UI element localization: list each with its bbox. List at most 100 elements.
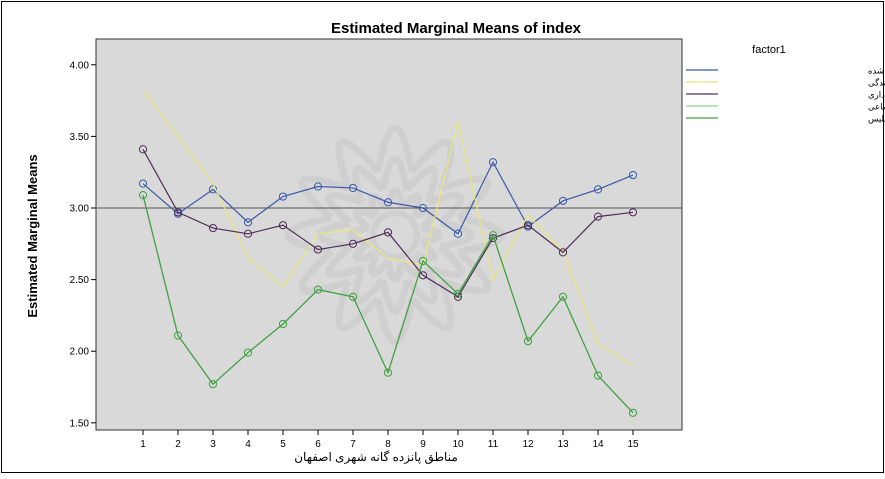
watermark-petal — [335, 280, 381, 332]
watermark-center — [370, 210, 420, 260]
legend-label: اعتماد به تصمیمات شورا و شهرداری — [868, 90, 885, 101]
watermark-petal — [374, 298, 416, 346]
y-tick-label: 4.00 — [70, 60, 90, 71]
y-tick-label: 3.00 — [70, 204, 90, 215]
series-1-point — [383, 198, 393, 207]
series-5-point — [348, 292, 358, 301]
series-3-point — [418, 271, 428, 280]
series-line-5 — [142, 194, 634, 414]
watermark-petal — [404, 165, 439, 204]
watermark-petal — [426, 244, 465, 279]
watermark-petal — [379, 155, 411, 191]
x-tick-label: 2 — [175, 439, 181, 450]
series-5-point — [523, 337, 533, 346]
series-3-point — [138, 145, 148, 154]
watermark-petal — [379, 279, 411, 315]
watermark-petal — [352, 208, 377, 231]
watermark-petal — [439, 219, 475, 251]
watermark-petal — [399, 192, 422, 217]
series-5-point — [383, 368, 393, 377]
series-3-point — [383, 228, 393, 237]
watermark-petal — [351, 266, 386, 305]
series-1-point — [558, 196, 568, 205]
watermark-petal — [384, 186, 406, 210]
series-3-point — [208, 223, 218, 233]
x-tick-label: 10 — [452, 439, 464, 450]
watermark-petal — [440, 249, 492, 295]
x-tick-label: 1 — [140, 439, 146, 450]
y-tick-label: 2.50 — [70, 275, 90, 286]
series-1-point — [243, 218, 253, 227]
series-1-point — [313, 182, 323, 191]
y-axis: 1.50 2.00 2.50 3.00 3.50 4.00 — [70, 60, 96, 429]
watermark-petal — [409, 138, 455, 190]
series-1-point — [488, 158, 498, 167]
series-5-point — [208, 380, 218, 389]
series-5-point — [488, 231, 498, 240]
series-5-point — [278, 319, 288, 329]
series-3-point — [313, 245, 323, 254]
chart-title: Estimated Marginal Means of index — [331, 20, 582, 37]
x-tick-label: 15 — [627, 439, 639, 450]
series-1-point — [628, 170, 638, 180]
series-5-point — [593, 371, 603, 380]
y-tick-label: 3.50 — [70, 132, 90, 143]
watermark-petal — [325, 244, 364, 279]
series-5-point — [453, 289, 463, 299]
x-tick-label: 5 — [280, 439, 286, 450]
x-tick-label: 11 — [488, 439, 499, 450]
x-tick-label: 8 — [385, 439, 391, 450]
series-3-point — [278, 221, 288, 230]
series-5-point — [173, 331, 183, 340]
legend-label: اعتماد به پلیس — [868, 114, 885, 125]
series-3-point — [523, 221, 533, 230]
series-line-1 — [142, 160, 634, 235]
y-tick-label: 1.50 — [70, 418, 90, 429]
watermark-petal — [384, 260, 406, 284]
series-5-point — [628, 408, 638, 417]
watermark-petal — [374, 124, 416, 172]
series-1-point — [593, 185, 603, 194]
x-tick-label: 9 — [420, 439, 426, 450]
x-axis-label: مناطق پانزده گانه شهری اصفهان — [294, 450, 458, 464]
series-3-point — [173, 208, 183, 217]
watermark-petal — [325, 191, 364, 226]
series-3-point — [628, 208, 638, 217]
series-3-point — [243, 229, 253, 238]
watermark-petal — [298, 249, 350, 295]
legend: factor1 میزان امنیت حس شدهرضایت از هزینه… — [686, 44, 885, 125]
x-axis: 1 2 3 4 5 6 7 8 9 10 11 12 13 14 15 — [140, 430, 639, 450]
series-1-point — [208, 185, 218, 194]
legend-label: میزان امنیت حس شده — [868, 66, 885, 77]
series-1-point — [348, 183, 358, 193]
watermark-petal — [352, 239, 377, 262]
x-tick-label: 13 — [557, 439, 569, 450]
x-tick-label: 3 — [210, 439, 216, 450]
series-5-point — [418, 256, 428, 266]
watermark-petal — [368, 253, 391, 278]
watermark-petal — [351, 165, 386, 204]
legend-label: میزان مشارکت اجتماعی — [868, 102, 885, 113]
x-tick-label: 7 — [350, 439, 356, 450]
watermark-petal — [315, 219, 351, 251]
series-3-point — [348, 239, 358, 248]
watermark-petal — [413, 239, 438, 262]
watermark-petal — [399, 253, 422, 278]
series-5-point — [558, 292, 568, 301]
series-5-point — [313, 285, 323, 294]
series-3-point — [558, 248, 568, 257]
series-line-2 — [142, 90, 634, 367]
series-1-point — [418, 203, 428, 213]
y-tick-label: 2.00 — [70, 347, 90, 358]
legend-label: رضایت از هزینه زندگی — [868, 77, 885, 89]
watermark-petal — [413, 208, 438, 231]
series-lines — [138, 90, 638, 417]
series-1-point — [138, 179, 148, 188]
series-1-point — [453, 229, 463, 238]
x-tick-label: 14 — [592, 439, 604, 450]
watermark-petal — [298, 175, 350, 221]
y-axis-label: Estimated Marginal Means — [25, 154, 40, 317]
legend-title: factor1 — [752, 44, 786, 56]
